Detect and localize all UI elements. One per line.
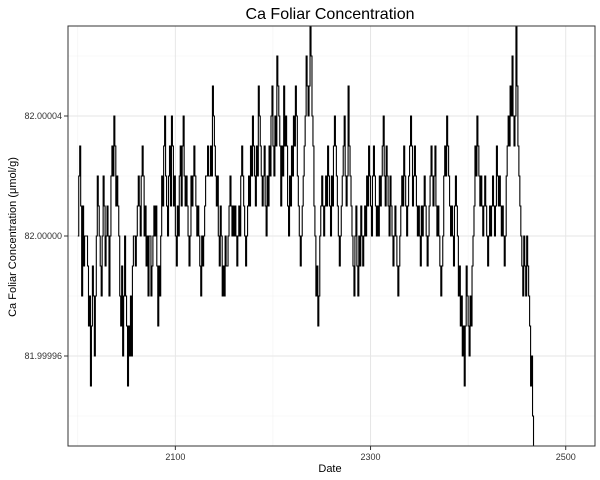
x-tick-label: 2300: [361, 452, 381, 462]
y-tick-label: 82.00000: [24, 231, 62, 241]
y-axis: 81.99996 82.00000 82.00004: [24, 111, 68, 361]
chart-title: Ca Foliar Concentration: [246, 6, 415, 23]
y-axis-title: Ca Foliar Concentration (μmol/g): [7, 157, 19, 317]
x-axis-title: Date: [318, 463, 341, 475]
series-line: [77, 25, 535, 446]
x-tick-label: 2500: [556, 452, 576, 462]
x-axis: 2100 2300 2500: [165, 446, 576, 462]
x-tick-label: 2100: [165, 452, 185, 462]
y-tick-label: 82.00004: [24, 111, 62, 121]
series-layer: [77, 25, 535, 446]
y-tick-label: 81.99996: [24, 351, 62, 361]
